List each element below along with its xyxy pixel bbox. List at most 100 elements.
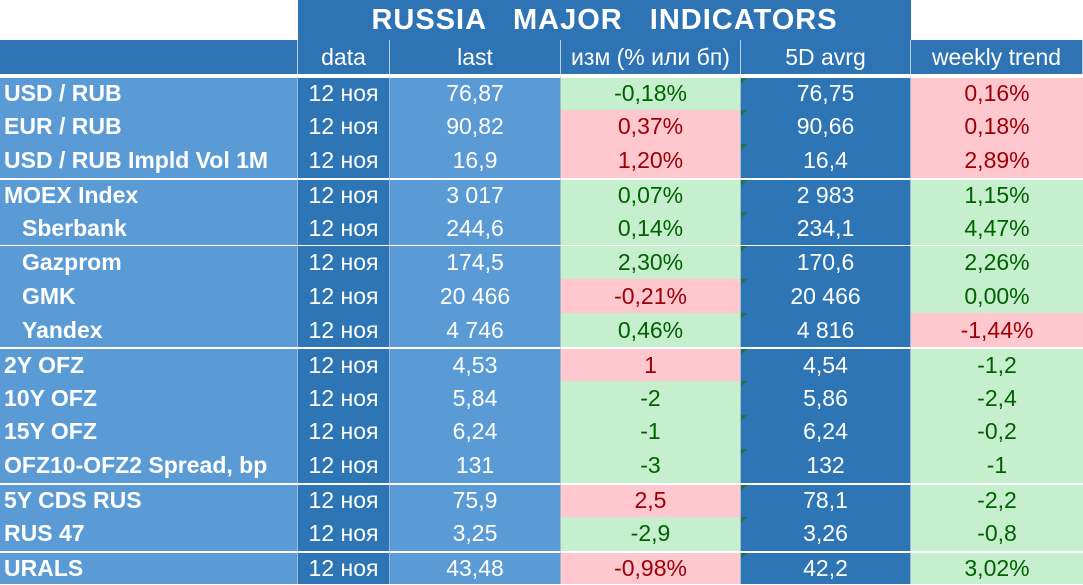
row-change-value[interactable]: -1	[561, 415, 741, 449]
row-label[interactable]: 2Y OFZ	[0, 347, 298, 382]
row-label[interactable]: 5Y CDS RUS	[0, 482, 298, 517]
row-change-value[interactable]: 0,37%	[561, 109, 741, 144]
row-last-value[interactable]: 43,48	[390, 550, 561, 585]
sheet-title[interactable]: RUSSIA MAJOR INDICATORS	[298, 0, 911, 40]
row-weekly-trend[interactable]: -1,2	[911, 347, 1083, 382]
row-change-value[interactable]: -0,98%	[561, 550, 741, 585]
header-last[interactable]: last	[390, 40, 561, 74]
row-last-value[interactable]: 174,5	[390, 245, 561, 280]
row-label[interactable]: RUS 47	[0, 516, 298, 551]
row-label[interactable]: 15Y OFZ	[0, 415, 298, 449]
row-change-value[interactable]: 0,46%	[561, 313, 741, 348]
row-weekly-trend[interactable]: 4,47%	[911, 211, 1083, 246]
row-date[interactable]: 12 ноя	[298, 381, 390, 415]
row-label[interactable]: EUR / RUB	[0, 109, 298, 144]
row-change-value[interactable]: 1	[561, 347, 741, 382]
comment-indicator-icon	[741, 211, 747, 218]
row-label[interactable]: URALS	[0, 550, 298, 585]
row-label[interactable]: USD / RUB	[0, 76, 298, 110]
row-5d-average[interactable]: 90,66	[741, 109, 911, 144]
row-label[interactable]: OFZ10-OFZ2 Spread, bp	[0, 448, 298, 483]
row-last-value[interactable]: 16,9	[390, 143, 561, 178]
title-row-blank-cell[interactable]	[0, 0, 299, 40]
row-change-value[interactable]: -2	[561, 381, 741, 415]
row-weekly-trend[interactable]: 0,18%	[911, 109, 1083, 144]
header-date[interactable]: data	[298, 40, 390, 74]
row-label[interactable]: MOEX Index	[0, 177, 298, 212]
row-date[interactable]: 12 ноя	[298, 177, 390, 212]
row-weekly-trend[interactable]: 2,26%	[911, 245, 1083, 280]
row-last-value[interactable]: 4,53	[390, 347, 561, 382]
row-date[interactable]: 12 ноя	[298, 516, 390, 551]
row-5d-average[interactable]: 16,4	[741, 143, 911, 178]
header-weekly-trend[interactable]: weekly trend	[911, 40, 1083, 74]
row-weekly-trend[interactable]: 1,15%	[911, 177, 1083, 212]
row-label[interactable]: GMK	[0, 279, 298, 314]
row-last-value[interactable]: 76,87	[390, 76, 561, 110]
row-5d-average[interactable]: 2 983	[741, 177, 911, 212]
row-last-value[interactable]: 3,25	[390, 516, 561, 551]
row-last-value[interactable]: 3 017	[390, 177, 561, 212]
row-change-value[interactable]: -0,21%	[561, 279, 741, 314]
row-weekly-trend[interactable]: -2,2	[911, 482, 1083, 517]
row-date[interactable]: 12 ноя	[298, 211, 390, 246]
row-5d-average[interactable]: 170,6	[741, 245, 911, 280]
row-date[interactable]: 12 ноя	[298, 347, 390, 382]
title-row-blank-cell[interactable]	[911, 0, 1083, 40]
row-date[interactable]: 12 ноя	[298, 550, 390, 585]
row-weekly-trend[interactable]: -1,44%	[911, 313, 1083, 348]
row-change-value[interactable]: 1,20%	[561, 143, 741, 178]
row-weekly-trend[interactable]: -0,2	[911, 415, 1083, 449]
row-weekly-trend[interactable]: 0,00%	[911, 279, 1083, 314]
row-change-value[interactable]: 0,14%	[561, 211, 741, 246]
row-label[interactable]: USD / RUB Impld Vol 1M	[0, 143, 298, 178]
row-change-value[interactable]: -3	[561, 448, 741, 483]
row-last-value[interactable]: 5,84	[390, 381, 561, 415]
row-date[interactable]: 12 ноя	[298, 415, 390, 449]
row-5d-average[interactable]: 3,26	[741, 516, 911, 551]
header-change[interactable]: изм (% или бп)	[561, 40, 741, 74]
row-weekly-trend[interactable]: -1	[911, 448, 1083, 483]
row-5d-average[interactable]: 78,1	[741, 482, 911, 517]
row-change-value[interactable]: 2,30%	[561, 245, 741, 280]
row-last-value[interactable]: 131	[390, 448, 561, 483]
row-change-value[interactable]: 0,07%	[561, 177, 741, 212]
row-date[interactable]: 12 ноя	[298, 313, 390, 348]
row-5d-average[interactable]: 42,2	[741, 550, 911, 585]
row-weekly-trend[interactable]: 0,16%	[911, 76, 1083, 110]
row-label[interactable]: Gazprom	[0, 245, 298, 280]
row-5d-average[interactable]: 20 466	[741, 279, 911, 314]
row-weekly-trend[interactable]: 2,89%	[911, 143, 1083, 178]
row-date[interactable]: 12 ноя	[298, 279, 390, 314]
row-last-value[interactable]: 75,9	[390, 482, 561, 517]
row-label[interactable]: Sberbank	[0, 211, 298, 246]
row-last-value[interactable]: 20 466	[390, 279, 561, 314]
row-label[interactable]: 10Y OFZ	[0, 381, 298, 415]
row-change-value[interactable]: 2,5	[561, 482, 741, 517]
row-date[interactable]: 12 ноя	[298, 143, 390, 178]
row-5d-average[interactable]: 132	[741, 448, 911, 483]
row-5d-average[interactable]: 234,1	[741, 211, 911, 246]
row-last-value[interactable]: 6,24	[390, 415, 561, 449]
row-date[interactable]: 12 ноя	[298, 245, 390, 280]
header-blank-cell[interactable]	[0, 40, 298, 74]
row-5d-average[interactable]: 4 816	[741, 313, 911, 348]
row-5d-average[interactable]: 5,86	[741, 381, 911, 415]
row-weekly-trend[interactable]: -0,8	[911, 516, 1083, 551]
row-last-value[interactable]: 244,6	[390, 211, 561, 246]
row-change-value[interactable]: -0,18%	[561, 76, 741, 110]
row-date[interactable]: 12 ноя	[298, 448, 390, 483]
row-last-value[interactable]: 4 746	[390, 313, 561, 348]
row-label[interactable]: Yandex	[0, 313, 298, 348]
row-5d-average[interactable]: 76,75	[741, 76, 911, 110]
row-5d-average[interactable]: 6,24	[741, 415, 911, 449]
header-5d-average[interactable]: 5D avrg	[741, 40, 911, 74]
row-last-value[interactable]: 90,82	[390, 109, 561, 144]
row-date[interactable]: 12 ноя	[298, 76, 390, 110]
row-date[interactable]: 12 ноя	[298, 109, 390, 144]
row-weekly-trend[interactable]: 3,02%	[911, 550, 1083, 585]
row-5d-average[interactable]: 4,54	[741, 347, 911, 382]
row-change-value[interactable]: -2,9	[561, 516, 741, 551]
row-date[interactable]: 12 ноя	[298, 482, 390, 517]
row-weekly-trend[interactable]: -2,4	[911, 381, 1083, 415]
